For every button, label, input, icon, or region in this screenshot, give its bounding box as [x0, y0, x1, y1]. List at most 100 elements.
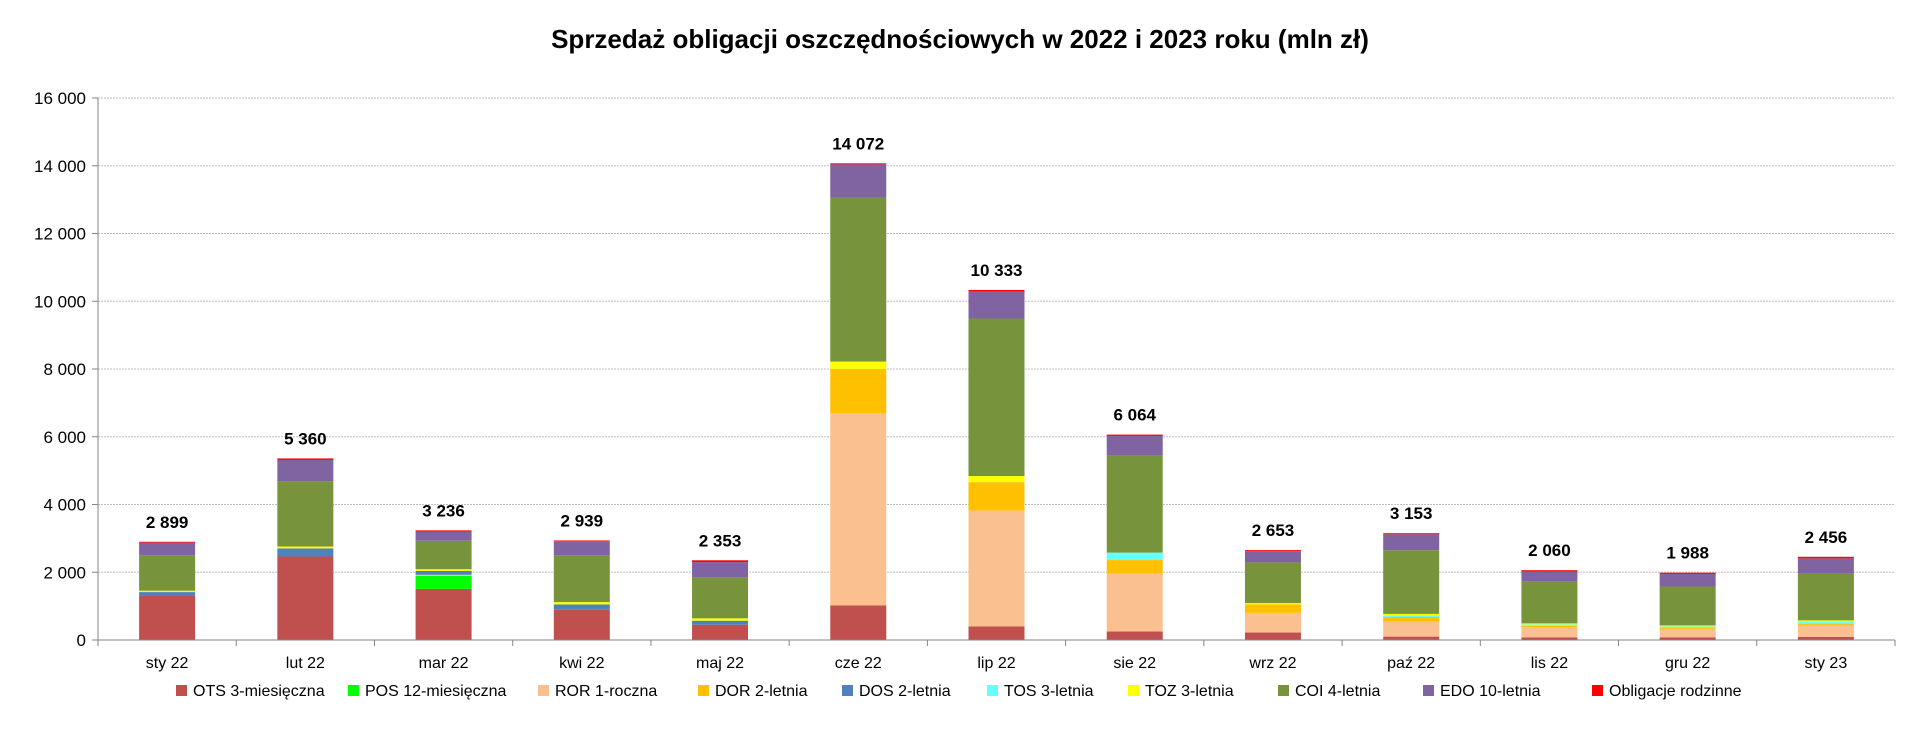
- bar-segment: [277, 458, 334, 460]
- legend-label: DOS 2-letnia: [859, 683, 951, 700]
- bar-segment: [415, 531, 472, 541]
- bar-segment: [1244, 551, 1301, 563]
- bar-segment: [553, 540, 610, 542]
- bar-segment: [1244, 612, 1301, 633]
- bar-segment: [1383, 615, 1440, 617]
- bar-segment: [1797, 624, 1854, 626]
- bar-segment: [1797, 625, 1854, 637]
- bar-segment: [1521, 581, 1578, 624]
- total-label: 5 360: [284, 429, 327, 448]
- bar-segment: [277, 481, 334, 547]
- bar-stack: [553, 540, 610, 640]
- legend-swatch: [176, 685, 187, 696]
- total-label: 2 060: [1528, 541, 1571, 560]
- bar-segment: [1106, 455, 1163, 553]
- bar-segment: [1521, 570, 1578, 572]
- bar-segment: [139, 542, 196, 556]
- total-label: 6 064: [1113, 406, 1156, 425]
- bar-stack: [1521, 570, 1578, 640]
- bar-stack: [968, 289, 1025, 640]
- legend-label: TOS 3-letnia: [1004, 683, 1094, 700]
- legend-swatch: [1423, 685, 1434, 696]
- x-tick-label: cze 22: [835, 655, 882, 672]
- legend-swatch: [1278, 685, 1289, 696]
- bar-segment: [415, 570, 472, 575]
- bar-stack: [830, 163, 887, 640]
- bars: 2 899 5 360 3 236 2 939 2 353 14 072 10 333 6 0…: [139, 134, 1854, 640]
- bar-segment: [1797, 620, 1854, 622]
- legend-swatch: [1592, 685, 1603, 696]
- bar-segment: [1244, 550, 1301, 552]
- y-tick-label: 6 000: [43, 428, 86, 447]
- bar-segment: [1244, 603, 1301, 605]
- x-tick-label: sty 22: [146, 655, 189, 672]
- bar-segment: [692, 624, 749, 640]
- legend-item: Obligacje rodzinne: [1592, 683, 1742, 700]
- legend-item: POS 12-miesięczna: [348, 683, 506, 700]
- bar-segment: [1521, 625, 1578, 628]
- bar-segment: [968, 289, 1025, 292]
- chart-title: Sprzedaż obligacji oszczędnościowych w 2…: [551, 24, 1369, 54]
- x-tick-label: paź 22: [1387, 655, 1435, 672]
- bar-segment: [139, 555, 196, 591]
- bar-segment: [1521, 623, 1578, 625]
- y-tick-label: 10 000: [34, 292, 86, 311]
- bar-segment: [1244, 604, 1301, 613]
- bar-segment: [692, 577, 749, 619]
- bar-segment: [553, 604, 610, 610]
- legend-swatch: [987, 685, 998, 696]
- total-label: 2 353: [699, 531, 742, 550]
- legend-item: OTS 3-miesięczna: [176, 683, 325, 700]
- bar-segment: [1383, 621, 1440, 637]
- bar-segment: [1383, 534, 1440, 551]
- legend-item: TOZ 3-letnia: [1128, 683, 1234, 700]
- bar-segment: [415, 540, 472, 570]
- bar-segment: [1521, 624, 1578, 626]
- legend-item: DOR 2-letnia: [698, 683, 808, 700]
- bar-segment: [968, 482, 1025, 511]
- bar-segment: [968, 318, 1025, 477]
- legend-swatch: [348, 685, 359, 696]
- y-tick-label: 4 000: [43, 496, 86, 515]
- bar-segment: [415, 569, 472, 571]
- x-tick-label: mar 22: [419, 655, 469, 672]
- bar-segment: [968, 476, 1025, 483]
- bar-segment: [1521, 637, 1578, 640]
- bar-segment: [139, 595, 196, 640]
- bar-segment: [1659, 626, 1716, 628]
- bar-segment: [277, 459, 334, 482]
- bar-segment: [1797, 556, 1854, 559]
- legend-label: COI 4-letnia: [1295, 683, 1380, 700]
- bar-segment: [1797, 558, 1854, 574]
- bar-segment: [139, 590, 196, 593]
- bar-segment: [415, 530, 472, 532]
- total-label: 3 236: [422, 501, 465, 520]
- bar-segment: [1244, 632, 1301, 640]
- bar-stack: [277, 458, 334, 640]
- y-tick-label: 8 000: [43, 360, 86, 379]
- bar-stack: [1106, 434, 1163, 640]
- bar-segment: [968, 291, 1025, 319]
- bar-segment: [1521, 627, 1578, 638]
- bar-stack: [1383, 533, 1440, 640]
- legend-item: TOS 3-letnia: [987, 683, 1094, 700]
- bar-segment: [553, 541, 610, 556]
- bar-segment: [1797, 621, 1854, 625]
- x-tick-label: sie 22: [1113, 655, 1156, 672]
- bar-segment: [1106, 552, 1163, 561]
- bar-stack: [139, 541, 196, 640]
- bar-segment: [1659, 637, 1716, 640]
- bar-segment: [1383, 613, 1440, 616]
- bar-segment: [415, 574, 472, 576]
- bar-segment: [1659, 573, 1716, 587]
- bar-segment: [1106, 435, 1163, 456]
- legend-swatch: [1128, 685, 1139, 696]
- bar-stack: [1244, 550, 1301, 640]
- legend-label: EDO 10-letnia: [1440, 683, 1541, 700]
- bar-segment: [1106, 631, 1163, 640]
- bar-segment: [553, 602, 610, 605]
- bar-segment: [1106, 573, 1163, 632]
- x-tick-label: maj 22: [696, 655, 744, 672]
- bar-segment: [830, 369, 887, 414]
